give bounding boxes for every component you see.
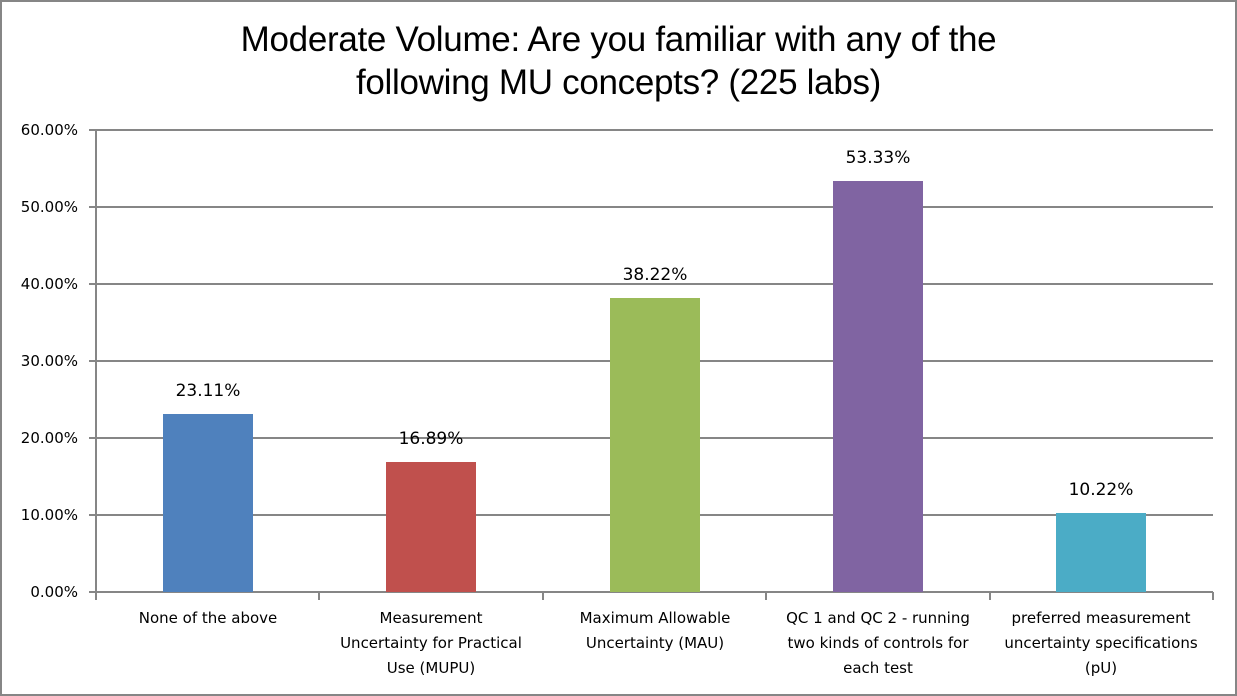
category-label-line: Uncertainty for Practical: [340, 634, 522, 652]
y-tick-label: 60.00%: [20, 121, 78, 139]
category-label-line: Use (MUPU): [386, 659, 476, 677]
data-label: 23.11%: [175, 381, 241, 401]
chart-title-line-2: following MU concepts? (225 labs): [355, 63, 882, 102]
category-label: Measurement Uncertainty for Practical Use …: [320, 606, 542, 681]
y-tick-label: 20.00%: [20, 429, 78, 447]
category-label-line: each test: [843, 659, 913, 677]
x-tick: [765, 592, 767, 600]
gridline: [96, 129, 1213, 131]
category-label: preferred measurement uncertainty specifi…: [990, 606, 1212, 681]
gridline: [96, 283, 1213, 285]
gridline: [96, 591, 1213, 593]
y-tick: [89, 283, 97, 285]
x-tick: [318, 592, 320, 600]
bar: [386, 462, 476, 592]
gridline: [96, 206, 1213, 208]
chart-title: Moderate Volume: Are you familiar with a…: [0, 18, 1237, 104]
category-label-line: preferred measurement: [1011, 609, 1191, 627]
chart-title-line-1: Moderate Volume: Are you familiar with a…: [240, 20, 997, 59]
data-label: 38.22%: [622, 265, 688, 285]
x-tick: [989, 592, 991, 600]
y-tick: [89, 437, 97, 439]
category-label-line: two kinds of controls for: [787, 634, 969, 652]
bar: [163, 414, 253, 592]
category-label-line: uncertainty specifications: [1004, 634, 1198, 652]
y-tick: [89, 514, 97, 516]
data-label: 10.22%: [1068, 480, 1134, 500]
bar: [1056, 513, 1146, 592]
category-label-line: (pU): [1084, 659, 1118, 677]
category-label: Maximum Allowable Uncertainty (MAU): [544, 606, 766, 656]
x-tick: [1212, 592, 1214, 600]
y-tick-label: 10.00%: [20, 506, 78, 524]
category-label-line: QC 1 and QC 2 - running: [786, 609, 970, 627]
category-label-line: Uncertainty (MAU): [585, 634, 725, 652]
bar: [833, 181, 923, 592]
y-tick: [89, 591, 97, 593]
category-label: QC 1 and QC 2 - running two kinds of cont…: [767, 606, 989, 681]
x-tick: [542, 592, 544, 600]
category-label-line: Measurement: [379, 609, 483, 627]
y-tick-label: 40.00%: [20, 275, 78, 293]
y-tick-label: 0.00%: [30, 583, 78, 601]
y-tick-label: 50.00%: [20, 198, 78, 216]
bar: [610, 298, 700, 592]
data-label: 16.89%: [398, 429, 464, 449]
data-label: 53.33%: [845, 148, 911, 168]
y-axis: [95, 130, 97, 600]
y-tick-label: 30.00%: [20, 352, 78, 370]
category-label-line: Maximum Allowable: [579, 609, 731, 627]
y-tick: [89, 129, 97, 131]
y-tick: [89, 206, 97, 208]
category-label-line: None of the above: [138, 609, 278, 627]
category-label: None of the above: [97, 606, 319, 631]
y-tick: [89, 360, 97, 362]
x-tick: [95, 592, 97, 600]
